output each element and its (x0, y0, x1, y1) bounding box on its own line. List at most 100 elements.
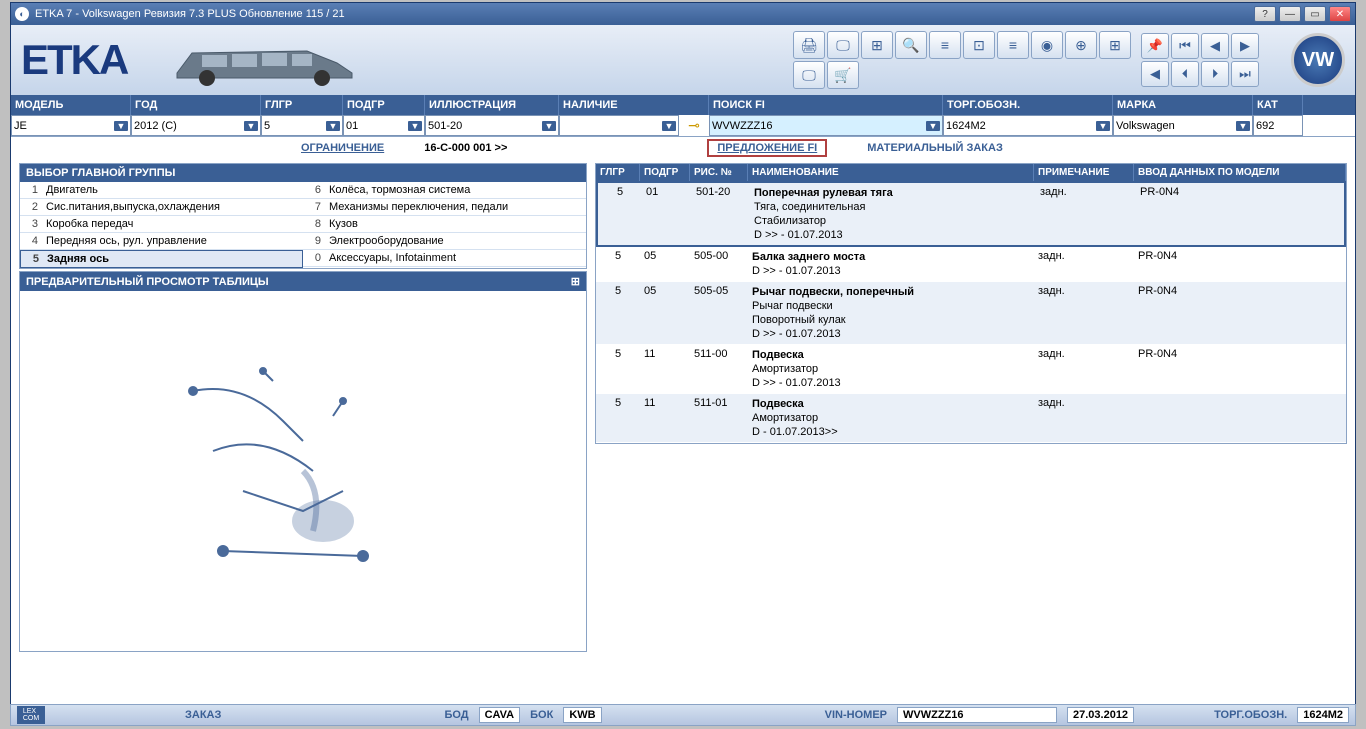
select-year[interactable]: 2012 (C)▼ (131, 115, 261, 136)
preview-image (20, 291, 586, 651)
groups-header: ВЫБОР ГЛАВНОЙ ГРУППЫ (20, 164, 586, 182)
pin-icon[interactable]: 📌 (1141, 33, 1169, 59)
print-icon[interactable]: 🖨 (793, 31, 825, 59)
lex-logo: LEXCOM (17, 706, 45, 724)
label-model: МОДЕЛЬ (11, 95, 131, 115)
film-icon[interactable]: ⊞ (1099, 31, 1131, 59)
last-icon[interactable]: ⏭ (1231, 61, 1259, 87)
header: ETKA 🖨 🖵 ⊞ 🔍 ≡ ⊡ ≡ ◉ ⊕ ⊞ 🖵 🛒 📌 ⏮ (11, 25, 1355, 95)
status-bok-value: KWB (563, 707, 601, 723)
wheel-icon[interactable]: ⊕ (1065, 31, 1097, 59)
parts-row[interactable]: 5 05 505-00 Балка заднего мостаD >> - 01… (596, 247, 1346, 282)
list-icon[interactable]: ≡ (997, 31, 1029, 59)
col-glgr: ГЛГР (596, 164, 640, 181)
select-model[interactable]: JE▼ (11, 115, 131, 136)
nora-icon[interactable]: ◉ (1031, 31, 1063, 59)
select-marka[interactable]: Volkswagen▼ (1113, 115, 1253, 136)
status-date: 27.03.2012 (1067, 707, 1134, 723)
label-year: ГОД (131, 95, 261, 115)
parts-row[interactable]: 5 05 505-05 Рычаг подвески, поперечныйРы… (596, 282, 1346, 345)
minimize-button[interactable]: — (1279, 6, 1301, 22)
select-torg[interactable]: 1624M2▼ (943, 115, 1113, 136)
group-row[interactable]: 7Механизмы переключения, педали (303, 199, 586, 216)
group-row[interactable]: 6Колёса, тормозная система (303, 182, 586, 199)
close-button[interactable]: ✕ (1329, 6, 1351, 22)
parts-row[interactable]: 5 01 501-20 Поперечная рулевая тягаТяга,… (596, 181, 1346, 247)
label-torg: ТОРГ.ОБОЗН. (943, 95, 1113, 115)
groups-panel: ВЫБОР ГЛАВНОЙ ГРУППЫ 1Двигатель2Сис.пита… (19, 163, 587, 269)
grid-icon[interactable]: ⊞ (571, 275, 580, 288)
screen-icon[interactable]: 🖵 (827, 31, 859, 59)
status-bok-label: БОК (530, 709, 553, 721)
help-button[interactable]: ? (1254, 6, 1276, 22)
select-ill[interactable]: 501-20▼ (425, 115, 559, 136)
link-row: ОГРАНИЧЕНИЕ 16-C-000 001 >> ПРЕДЛОЖЕНИЕ … (11, 137, 1355, 159)
label-nal: НАЛИЧИЕ (559, 95, 709, 115)
prev-icon[interactable]: ◀ (1201, 33, 1229, 59)
back-icon[interactable]: ◀ (1141, 61, 1169, 87)
group-row[interactable]: 5Задняя ось (20, 250, 303, 268)
input-search[interactable]: WVWZZZ16▼ (709, 115, 943, 136)
statusbar: LEXCOM ЗАКАЗ БОД CAVA БОК KWB VIN-НОМЕР … (10, 704, 1356, 726)
col-podgr: ПОДГР (640, 164, 690, 181)
first-icon[interactable]: ⏮ (1171, 33, 1199, 59)
parts-row[interactable]: 5 11 511-01 ПодвескаАмортизаторD - 01.07… (596, 394, 1346, 443)
group-row[interactable]: 4Передняя ось, рул. управление (20, 233, 303, 250)
window-title: ETKA 7 - Volkswagen Ревизия 7.3 PLUS Обн… (35, 8, 1254, 20)
page-prev-icon[interactable]: ⏴ (1171, 61, 1199, 87)
group-row[interactable]: 8Кузов (303, 216, 586, 233)
maximize-button[interactable]: ▭ (1304, 6, 1326, 22)
nav-toolbar: 📌 ⏮ ◀ ▶ ◀ ⏴ ⏵ ⏭ (1141, 33, 1271, 87)
status-zakaz[interactable]: ЗАКАЗ (185, 709, 221, 721)
depot-icon[interactable]: ⊡ (963, 31, 995, 59)
select-kat[interactable]: 692 (1253, 115, 1303, 136)
label-search: ПОИСК FI (709, 95, 943, 115)
preview-panel: ПРЕДВАРИТЕЛЬНЫЙ ПРОСМОТР ТАБЛИЦЫ ⊞ (19, 271, 587, 652)
label-podgr: ПОДГР (343, 95, 425, 115)
filter-labels: МОДЕЛЬ ГОД ГЛГР ПОДГР ИЛЛЮСТРАЦИЯ НАЛИЧИ… (11, 95, 1355, 115)
status-torg-label: ТОРГ.ОБОЗН. (1214, 709, 1287, 721)
parts-row[interactable]: 5 11 511-00 ПодвескаАмортизаторD >> - 01… (596, 345, 1346, 394)
group-row[interactable]: 0Аксессуары, Infotainment (303, 250, 586, 267)
select-nal[interactable]: ▼ (559, 115, 679, 136)
monitor-icon[interactable]: 🖵 (793, 61, 825, 89)
next-icon[interactable]: ▶ (1231, 33, 1259, 59)
col-naim: НАИМЕНОВАНИЕ (748, 164, 1034, 181)
select-glgr[interactable]: 5▼ (261, 115, 343, 136)
preview-header: ПРЕДВАРИТЕЛЬНЫЙ ПРОСМОТР ТАБЛИЦЫ ⊞ (20, 272, 586, 291)
key-icon: ⊸ (679, 115, 709, 136)
etka-logo: ETKA (21, 36, 127, 84)
search-icon[interactable]: 🔍 (895, 31, 927, 59)
group-row[interactable]: 9Электрооборудование (303, 233, 586, 250)
label-marka: МАРКА (1113, 95, 1253, 115)
group-row[interactable]: 3Коробка передач (20, 216, 303, 233)
select-podgr[interactable]: 01▼ (343, 115, 425, 136)
status-torg-value: 1624M2 (1297, 707, 1349, 723)
group-row[interactable]: 1Двигатель (20, 182, 303, 199)
car-image (147, 30, 387, 90)
page-next-icon[interactable]: ⏵ (1201, 61, 1229, 87)
vw-logo: VW (1291, 33, 1345, 87)
parts-header-row: ГЛГР ПОДГР РИС. № НАИМЕНОВАНИЕ ПРИМЕЧАНИ… (596, 164, 1346, 181)
status-vin-label: VIN-НОМЕР (825, 709, 887, 721)
col-prim: ПРИМЕЧАНИЕ (1034, 164, 1134, 181)
col-vvod: ВВОД ДАННЫХ ПО МОДЕЛИ (1134, 164, 1346, 181)
tag-icon[interactable]: ⊞ (861, 31, 893, 59)
titlebar: ◐ ETKA 7 - Volkswagen Ревизия 7.3 PLUS О… (11, 3, 1355, 25)
col-ris: РИС. № (690, 164, 748, 181)
status-vin-value: WVWZZZ16 (897, 707, 1057, 723)
status-bod-label: БОД (444, 709, 468, 721)
label-ill: ИЛЛЮСТРАЦИЯ (425, 95, 559, 115)
label-kat: КАТ (1253, 95, 1303, 115)
restrict-value: 16-C-000 001 >> (424, 142, 507, 154)
label-glgr: ГЛГР (261, 95, 343, 115)
parts-table: ГЛГР ПОДГР РИС. № НАИМЕНОВАНИЕ ПРИМЕЧАНИ… (595, 163, 1347, 444)
group-row[interactable]: 2Сис.питания,выпуска,охлаждения (20, 199, 303, 216)
link-offer[interactable]: ПРЕДЛОЖЕНИЕ FI (707, 139, 827, 157)
cart-icon[interactable]: 🛒 (827, 61, 859, 89)
toolbar: 🖨 🖵 ⊞ 🔍 ≡ ⊡ ≡ ◉ ⊕ ⊞ 🖵 🛒 (793, 31, 1133, 89)
app-icon: ◐ (15, 7, 29, 21)
elsa-icon[interactable]: ≡ (929, 31, 961, 59)
link-material[interactable]: МАТЕРИАЛЬНЫЙ ЗАКАЗ (867, 142, 1003, 154)
link-restrict[interactable]: ОГРАНИЧЕНИЕ (301, 142, 384, 154)
